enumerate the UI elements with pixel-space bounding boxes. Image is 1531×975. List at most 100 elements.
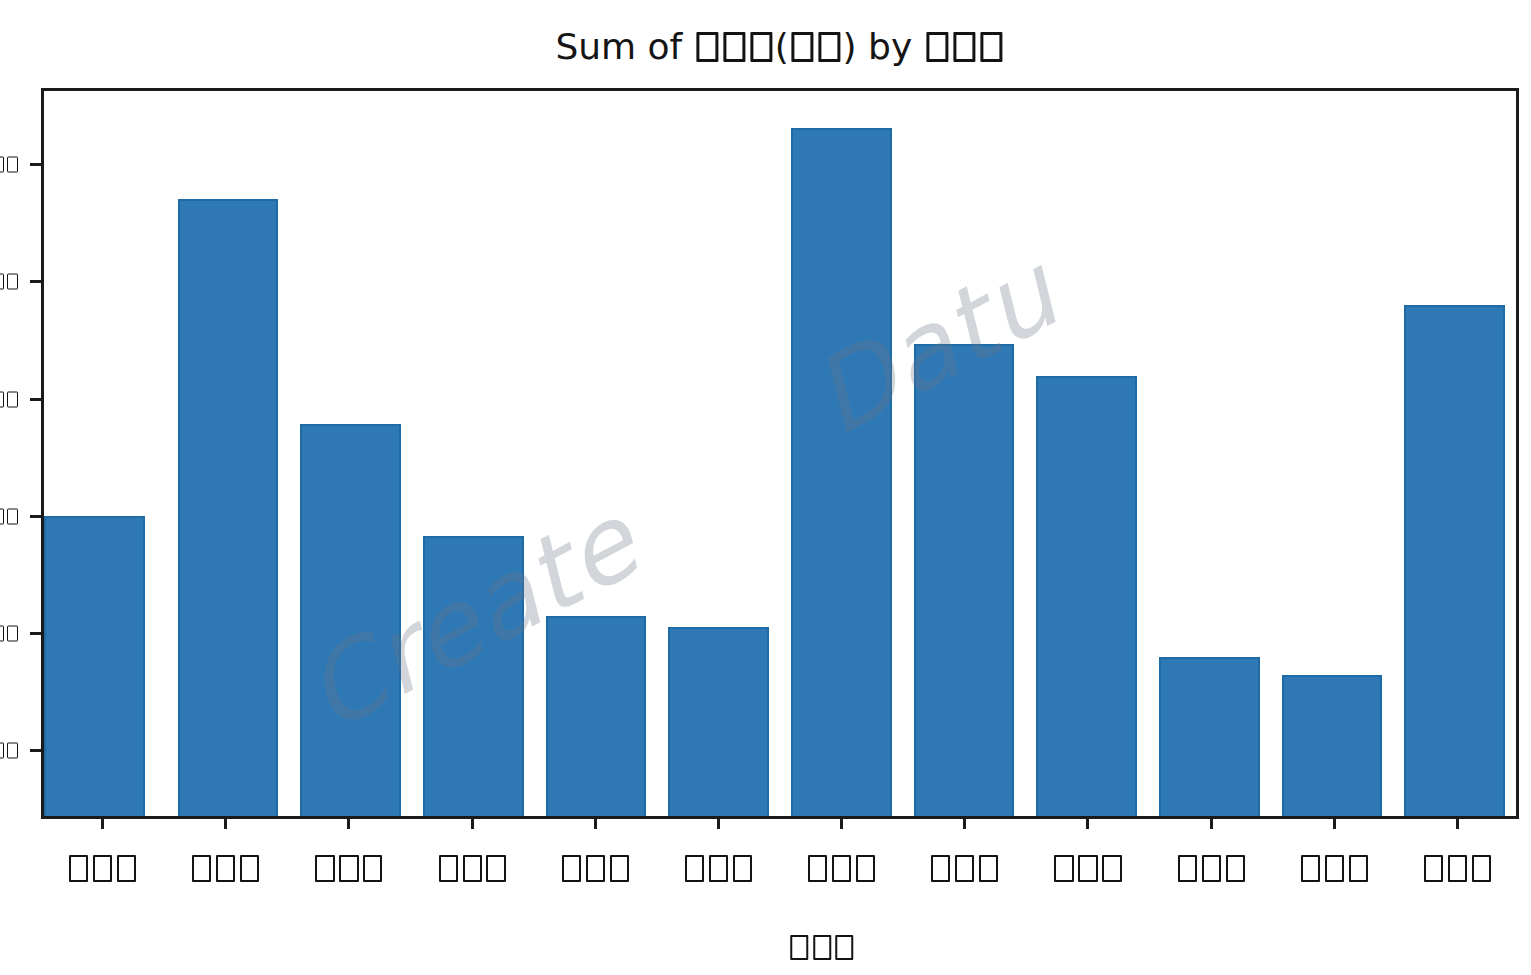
y-tick-label [0, 390, 19, 409]
tofu-glyph [7, 508, 18, 524]
bar [423, 536, 524, 816]
tofu-glyph [439, 855, 458, 882]
x-tick-slot [1273, 816, 1396, 829]
x-tick-slot [1026, 816, 1149, 829]
tofu-glyph [836, 935, 854, 960]
tofu-glyph [791, 935, 809, 960]
tofu-glyph [339, 855, 358, 882]
tofu-glyph [610, 855, 629, 882]
tofu-glyph [696, 32, 718, 62]
bar [914, 344, 1015, 816]
tofu-glyph [562, 855, 581, 882]
y-tick-mark [30, 163, 41, 166]
tofu-glyph [685, 855, 704, 882]
x-tick-slot [534, 816, 657, 829]
x-axis-title [788, 930, 856, 965]
tofu-glyph [808, 855, 827, 882]
tofu-glyph [953, 32, 975, 62]
x-tick-labels [41, 848, 1519, 890]
x-tick-label [164, 848, 287, 890]
bar-slot [1393, 91, 1516, 816]
x-tick-label [287, 848, 410, 890]
x-tick-label [1273, 848, 1396, 890]
tofu-glyph [1178, 855, 1197, 882]
x-tick-mark [963, 816, 966, 829]
x-tick-mark [471, 816, 474, 829]
tofu-glyph [117, 855, 136, 882]
y-tick-label [0, 272, 19, 291]
bar [791, 128, 892, 816]
tofu-glyph [0, 625, 4, 641]
y-tick-label [0, 624, 19, 643]
bar [1159, 657, 1260, 816]
tofu-glyph [1424, 855, 1443, 882]
x-tick-mark [347, 816, 350, 829]
tofu-glyph [586, 855, 605, 882]
x-tick-mark [1333, 816, 1336, 829]
tofu-glyph [926, 32, 948, 62]
tofu-glyph [791, 32, 813, 62]
bar [178, 199, 279, 816]
y-tick-mark [30, 515, 41, 518]
tofu-glyph [7, 391, 18, 407]
tofu-glyph [486, 855, 505, 882]
bar [668, 627, 769, 816]
tofu-glyph [832, 855, 851, 882]
chart-title: Sum of () by [555, 26, 1004, 67]
tofu-glyph [7, 274, 18, 290]
x-tick-slot [411, 816, 534, 829]
x-tick-label [657, 848, 780, 890]
tofu-glyph [0, 742, 4, 758]
x-tick-mark [594, 816, 597, 829]
bar-slot [44, 91, 167, 816]
bar-slot [535, 91, 658, 816]
y-tick-label [0, 741, 19, 760]
x-tick-label [1150, 848, 1273, 890]
tofu-glyph [0, 274, 4, 290]
tofu-glyph [7, 157, 18, 173]
tofu-glyph [1202, 855, 1221, 882]
x-tick-slot [657, 816, 780, 829]
tofu-glyph [1078, 855, 1097, 882]
x-tick-marks [41, 816, 1519, 829]
tofu-glyph [980, 32, 1002, 62]
x-tick-mark [840, 816, 843, 829]
bar-slot [1271, 91, 1394, 816]
tofu-glyph [0, 157, 4, 173]
tofu-glyph [363, 855, 382, 882]
tofu-glyph [7, 742, 18, 758]
bar-slot [412, 91, 535, 816]
tofu-glyph [723, 32, 745, 62]
x-tick-label [411, 848, 534, 890]
x-tick-mark [224, 816, 227, 829]
tofu-glyph [1472, 855, 1491, 882]
tofu-glyph [1448, 855, 1467, 882]
bar-slot [657, 91, 780, 816]
x-tick-mark [717, 816, 720, 829]
tofu-glyph [93, 855, 112, 882]
tofu-glyph [955, 855, 974, 882]
bar-slot [903, 91, 1026, 816]
tofu-glyph [856, 855, 875, 882]
bar-slot [1025, 91, 1148, 816]
bar-slot [167, 91, 290, 816]
tofu-glyph [1054, 855, 1073, 882]
tofu-glyph [733, 855, 752, 882]
bar-slot [289, 91, 412, 816]
x-tick-label [41, 848, 164, 890]
y-tick-mark [30, 398, 41, 401]
bar-chart-figure: Sum of () by Create Datu [0, 0, 1531, 975]
tofu-glyph [0, 508, 4, 524]
x-tick-label [534, 848, 657, 890]
tofu-glyph [1325, 855, 1344, 882]
x-tick-slot [41, 816, 164, 829]
tofu-glyph [1102, 855, 1121, 882]
tofu-glyph [818, 32, 840, 62]
tofu-glyph [979, 855, 998, 882]
tofu-glyph [813, 935, 831, 960]
bar [1404, 305, 1505, 816]
tofu-glyph [315, 855, 334, 882]
bar [300, 424, 401, 816]
y-tick-label [0, 507, 19, 526]
x-tick-label [1396, 848, 1519, 890]
